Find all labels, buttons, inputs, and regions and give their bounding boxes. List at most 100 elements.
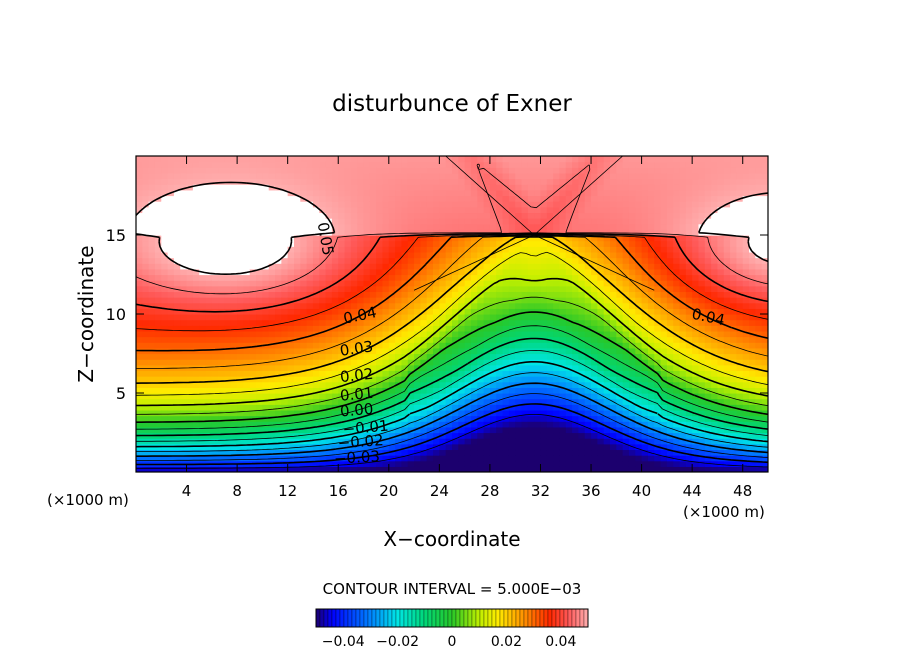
heatmap-cell [167,449,175,456]
heatmap-cell [610,274,617,281]
heatmap-cell [597,297,605,304]
heatmap-cell [452,370,459,377]
heatmap-cell [483,393,491,400]
heatmap-cell [673,246,681,253]
heatmap-cell [534,274,542,281]
heatmap-cell [489,376,497,383]
heatmap-cell [325,184,333,191]
heatmap-cell [173,330,181,338]
heatmap-cell [502,195,510,202]
heatmap-cell [433,426,440,434]
heatmap-cell [142,189,150,197]
heatmap-cell [249,364,257,372]
heatmap-cell [584,167,592,174]
heatmap-cell [357,218,365,225]
heatmap-cell [388,201,396,208]
heatmap-cell [401,319,409,326]
heatmap-cell [647,156,655,163]
heatmap-cell [508,415,516,422]
heatmap-cell [154,409,162,417]
heatmap-cell [666,466,674,472]
heatmap-cell [395,212,403,219]
heatmap-cell [161,268,169,276]
heatmap-cell [641,336,649,343]
heatmap-cell [546,172,554,180]
heatmap-cell [502,438,510,445]
heatmap-cell [635,426,643,434]
heatmap-cell [199,364,207,372]
heatmap-cell [654,274,662,281]
heatmap-cell [572,347,579,355]
heatmap-cell [470,274,478,281]
heatmap-cell [685,415,693,422]
heatmap-cell [489,201,497,208]
heatmap-cell [591,218,598,225]
heatmap-cell [211,393,219,400]
heatmap-cell [553,251,561,259]
heatmap-cell [281,280,289,287]
heatmap-cell [452,460,459,467]
heatmap-cell [420,426,428,434]
heatmap-cell [565,398,573,405]
heatmap-cell [508,376,516,383]
heatmap-cell [275,370,282,377]
heatmap-cell [136,336,143,343]
heatmap-cell [534,206,542,214]
heatmap-cell [148,308,156,315]
heatmap-cell [407,172,415,180]
heatmap-cell [211,353,219,360]
heatmap-cell [470,212,478,219]
heatmap-cell [224,353,232,360]
heatmap-cell [654,359,662,366]
heatmap-cell [420,235,428,242]
heatmap-cell [496,161,504,168]
heatmap-cell [641,263,649,270]
heatmap-cell [357,167,365,174]
heatmap-cell [300,460,308,467]
heatmap-cell [142,212,150,219]
heatmap-cell [597,342,605,349]
heatmap-cell [565,195,573,202]
heatmap-cell [597,280,605,287]
heatmap-cell [628,184,636,191]
heatmap-cell [363,432,371,439]
heatmap-cell [692,325,700,332]
heatmap-cell [344,325,352,332]
heatmap-cell [578,460,586,467]
heatmap-cell [666,240,674,247]
heatmap-cell [173,189,181,197]
heatmap-cell [521,308,529,315]
heatmap-cell [420,443,428,451]
heatmap-cell [628,466,636,472]
heatmap-cell [692,426,700,434]
heatmap-cell [616,161,624,168]
heatmap-cell [692,443,700,451]
heatmap-cell [534,257,542,264]
heatmap-cell [635,325,643,332]
heatmap-cell [319,172,327,180]
heatmap-cell [508,201,516,208]
heatmap-cell [502,443,510,451]
heatmap-cell [300,257,308,264]
heatmap-cell [218,184,226,191]
heatmap-cell [224,387,232,394]
heatmap-cell [161,223,169,230]
heatmap-cell [243,370,251,377]
heatmap-cell [464,280,472,287]
heatmap-cell [414,240,421,247]
heatmap-cell [148,426,156,434]
heatmap-cell [673,404,681,411]
heatmap-cell [312,393,320,400]
heatmap-cell [433,280,440,287]
heatmap-cell [603,421,611,428]
heatmap-cell [256,291,263,298]
heatmap-cell [319,263,327,270]
heatmap-cell [622,342,630,349]
heatmap-cell [610,195,617,202]
heatmap-cell [363,223,371,230]
heatmap-cell [641,223,649,230]
heatmap-cell [294,342,301,349]
heatmap-cell [369,426,377,434]
heatmap-cell [325,376,333,383]
heatmap-cell [357,156,365,163]
